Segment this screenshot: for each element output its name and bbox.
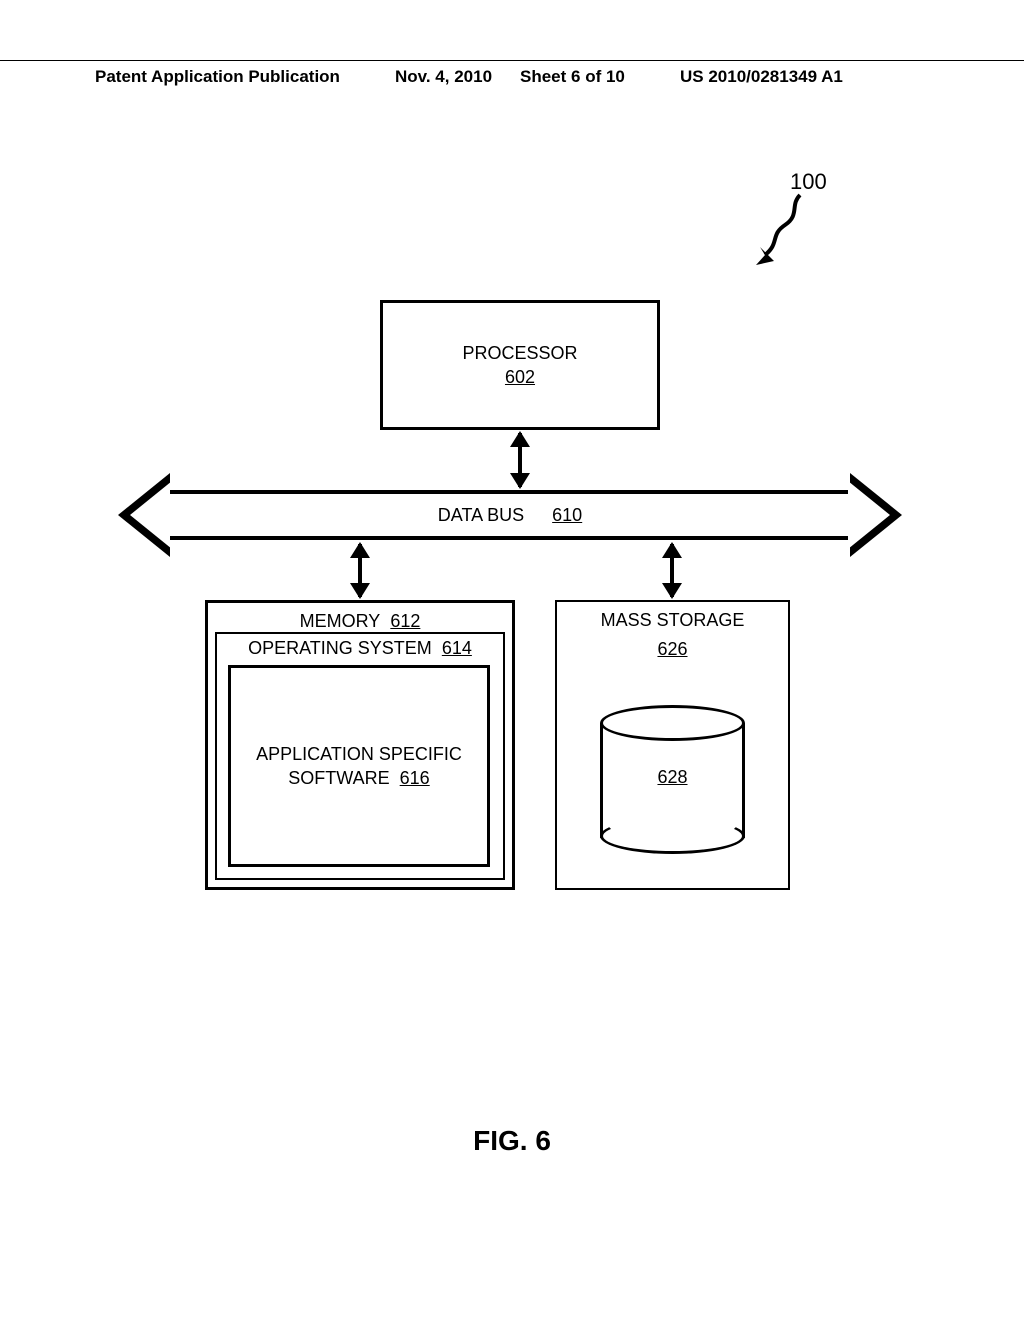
memory-title: MEMORY 612 bbox=[300, 611, 421, 632]
processor-ref: 602 bbox=[505, 365, 535, 389]
app-software-block: APPLICATION SPECIFIC SOFTWARE 616 bbox=[228, 665, 490, 867]
data-bus: DATA BUS 610 bbox=[170, 490, 850, 540]
figure-label: FIG. 6 bbox=[0, 1125, 1024, 1157]
mass-label: MASS STORAGE bbox=[601, 610, 745, 631]
db-ref: 628 bbox=[600, 767, 745, 788]
connector-bus-memory bbox=[358, 544, 362, 597]
mass-ref: 626 bbox=[657, 639, 687, 660]
arrowhead-up-icon bbox=[350, 542, 370, 558]
page: Patent Application Publication Nov. 4, 2… bbox=[0, 0, 1024, 1320]
connector-bus-mass bbox=[670, 544, 674, 597]
os-label: OPERATING SYSTEM bbox=[248, 638, 432, 658]
bus-label: DATA BUS bbox=[438, 505, 524, 526]
callout-100: 100 bbox=[730, 175, 850, 275]
app-label-line2: SOFTWARE 616 bbox=[288, 766, 429, 790]
arrowhead-up-icon bbox=[510, 431, 530, 447]
arrowhead-down-icon bbox=[510, 473, 530, 489]
connector-processor-bus bbox=[518, 433, 522, 487]
storage-cylinder-icon: 628 bbox=[600, 705, 745, 855]
bus-arrowhead-right-inner bbox=[848, 481, 890, 549]
block-diagram: 100 PROCESSOR 602 DATA BUS 610 bbox=[0, 0, 1024, 1320]
bus-ref: 610 bbox=[552, 505, 582, 526]
arrowhead-down-icon bbox=[662, 583, 682, 599]
os-title: OPERATING SYSTEM 614 bbox=[217, 638, 503, 659]
cylinder-bottom bbox=[600, 818, 745, 854]
arrowhead-up-icon bbox=[662, 542, 682, 558]
app-label2: SOFTWARE bbox=[288, 768, 389, 788]
os-ref: 614 bbox=[442, 638, 472, 658]
app-ref: 616 bbox=[400, 768, 430, 788]
memory-label: MEMORY bbox=[300, 611, 381, 631]
app-label-line1: APPLICATION SPECIFIC bbox=[256, 742, 462, 766]
arrowhead-down-icon bbox=[350, 583, 370, 599]
processor-block: PROCESSOR 602 bbox=[380, 300, 660, 430]
processor-label: PROCESSOR bbox=[462, 341, 577, 365]
memory-ref: 612 bbox=[390, 611, 420, 631]
callout-ref: 100 bbox=[790, 169, 827, 195]
bus-arrowhead-left-inner bbox=[130, 481, 172, 549]
cylinder-top bbox=[600, 705, 745, 741]
